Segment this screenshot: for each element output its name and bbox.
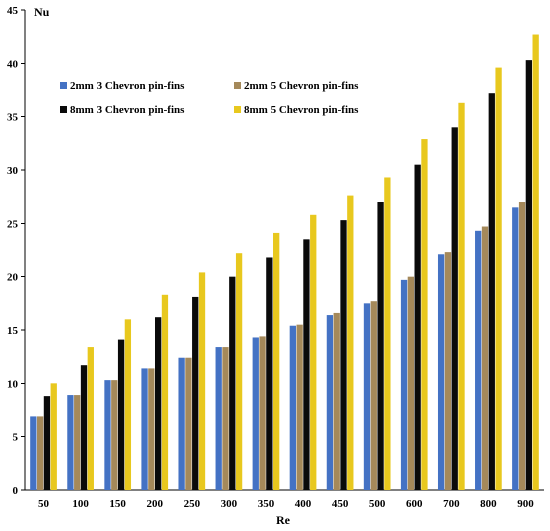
bar-1-900: [512, 207, 519, 490]
x-tick-label: 50: [38, 498, 50, 510]
y-tick-label: 25: [7, 218, 19, 230]
bar-3-900: [525, 60, 533, 490]
legend-item-1: 2mm 3 Chevron pin-fins: [60, 80, 185, 92]
bar-4-450: [347, 195, 354, 490]
bar-4-50: [50, 383, 57, 490]
bar-1-150: [104, 380, 111, 490]
bar-4-400: [310, 214, 317, 491]
legend-item-2: 2mm 5 Chevron pin-fins: [234, 80, 359, 92]
bar-2-450: [333, 312, 340, 490]
bar-2-350: [259, 336, 266, 490]
bar-2-100: [74, 395, 81, 490]
bar-3-600: [414, 164, 421, 491]
bar-2-50: [36, 416, 44, 490]
legend-swatch: [234, 82, 241, 89]
legend-label: 8mm 5 Chevron pin-fins: [244, 104, 359, 116]
bar-4-900: [532, 34, 539, 490]
y-tick-label: 40: [7, 58, 19, 70]
y-tick-label: 5: [13, 432, 19, 444]
bar-4-600: [421, 139, 428, 490]
x-tick-label: 600: [406, 498, 423, 510]
x-tick-label: 450: [332, 498, 349, 510]
bar-1-250: [178, 357, 185, 490]
bar-3-450: [340, 220, 347, 490]
bar-2-200: [148, 368, 155, 490]
bar-1-50: [30, 416, 37, 490]
x-tick-label: 150: [109, 498, 126, 510]
x-axis-title: Re: [276, 513, 291, 527]
bar-2-300: [222, 347, 229, 490]
y-tick-label: 20: [7, 272, 19, 284]
bar-4-100: [87, 347, 94, 490]
bar-3-500: [377, 202, 384, 490]
legend-swatch: [234, 106, 241, 113]
y-tick-label: 45: [7, 5, 19, 17]
x-tick-label: 350: [258, 498, 275, 510]
bar-3-200: [155, 317, 162, 490]
bar-2-600: [407, 276, 414, 490]
bar-2-400: [296, 324, 303, 490]
y-tick-label: 15: [7, 325, 19, 337]
bar-1-100: [67, 395, 74, 490]
bar-2-700: [444, 252, 452, 490]
y-tick-label: 35: [7, 112, 19, 124]
bar-3-700: [451, 127, 458, 490]
bar-3-300: [229, 276, 236, 490]
bar-3-400: [303, 239, 310, 490]
legend-label: 8mm 3 Chevron pin-fins: [70, 104, 185, 116]
bar-3-100: [80, 365, 88, 490]
legend-item-3: 8mm 3 Chevron pin-fins: [60, 104, 185, 116]
bar-1-300: [215, 347, 222, 490]
axes-layer: 0 5 10 15 20 25 30 35 40 45 50 100 150 200 250 300 350 40…: [7, 5, 544, 510]
bar-3-350: [266, 257, 273, 490]
bar-2-150: [111, 380, 118, 490]
bar-2-500: [370, 301, 377, 490]
y-tick-label: 30: [7, 165, 19, 177]
bar-4-350: [273, 232, 280, 490]
x-tick-label: 700: [443, 498, 460, 510]
bar-2-800: [481, 226, 489, 490]
bar-3-250: [192, 296, 199, 490]
bar-4-150: [124, 319, 132, 490]
bar-1-700: [437, 254, 445, 490]
x-tick-label: 800: [480, 498, 497, 510]
bar-3-800: [488, 93, 495, 490]
bar-1-600: [400, 279, 408, 490]
legend-item-4: 8mm 5 Chevron pin-fins: [234, 104, 359, 116]
bar-4-800: [495, 67, 502, 490]
bar-1-350: [252, 337, 259, 490]
bar-4-700: [458, 102, 465, 491]
bar-3-150: [117, 339, 125, 490]
x-tick-label: 400: [295, 498, 312, 510]
bar-2-900: [518, 202, 526, 490]
bars-layer: [30, 34, 539, 491]
y-tick-label: 10: [7, 378, 19, 390]
x-tick-label: 100: [72, 498, 89, 510]
bar-1-450: [326, 315, 334, 490]
bar-4-200: [161, 294, 169, 490]
x-tick-label: 250: [184, 498, 201, 510]
bar-1-400: [289, 325, 296, 490]
bar-4-500: [384, 177, 391, 490]
x-tick-label: 300: [221, 498, 238, 510]
bar-4-300: [235, 253, 243, 490]
bar-1-500: [363, 303, 371, 490]
legend-label: 2mm 5 Chevron pin-fins: [244, 80, 359, 92]
bar-3-50: [43, 396, 51, 490]
legend-label: 2mm 3 Chevron pin-fins: [70, 80, 185, 92]
bar-1-800: [475, 230, 482, 491]
bar-1-200: [141, 368, 148, 490]
bar-4-250: [198, 272, 206, 490]
x-tick-label: 200: [147, 498, 164, 510]
y-axis-title: Nu: [34, 5, 50, 19]
y-tick-label: 0: [13, 485, 19, 497]
x-tick-label: 900: [517, 498, 534, 510]
legend-layer: 2mm 3 Chevron pin-fins 2mm 5 Chevron pin-…: [60, 80, 359, 116]
x-tick-label: 500: [369, 498, 386, 510]
bar-2-250: [185, 357, 192, 490]
legend-swatch: [60, 82, 67, 89]
legend-swatch: [60, 106, 67, 113]
